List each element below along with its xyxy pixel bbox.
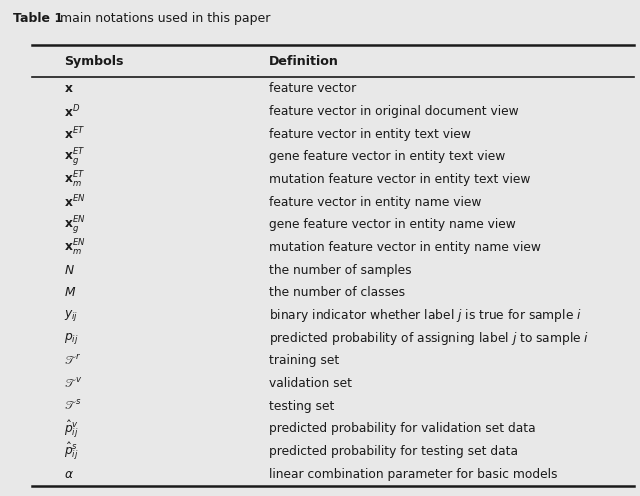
Text: $\mathbf{x}^{ET}$: $\mathbf{x}^{ET}$ xyxy=(64,126,85,142)
Text: training set: training set xyxy=(269,355,339,368)
Text: the number of classes: the number of classes xyxy=(269,287,405,300)
Text: $\mathbf{x}_{m}^{EN}$: $\mathbf{x}_{m}^{EN}$ xyxy=(64,238,86,258)
Text: main notations used in this paper: main notations used in this paper xyxy=(52,12,271,25)
Text: feature vector: feature vector xyxy=(269,82,356,95)
Text: $\mathbf{x}^{D}$: $\mathbf{x}^{D}$ xyxy=(64,103,80,120)
Text: feature vector in entity text view: feature vector in entity text view xyxy=(269,128,470,141)
Text: Definition: Definition xyxy=(269,55,339,68)
Text: $y_{ij}$: $y_{ij}$ xyxy=(64,308,78,323)
Text: $M$: $M$ xyxy=(64,287,76,300)
Text: Table 1: Table 1 xyxy=(13,12,63,25)
Text: $\mathscr{T}^{r}$: $\mathscr{T}^{r}$ xyxy=(64,354,82,368)
Text: feature vector in original document view: feature vector in original document view xyxy=(269,105,518,118)
Text: $\mathbf{x}^{EN}$: $\mathbf{x}^{EN}$ xyxy=(64,194,86,211)
Text: predicted probability of assigning label $j$ to sample $i$: predicted probability of assigning label… xyxy=(269,330,589,347)
Text: $\mathscr{T}^{v}$: $\mathscr{T}^{v}$ xyxy=(64,376,83,391)
Text: $N$: $N$ xyxy=(64,264,75,277)
Text: $p_{ij}$: $p_{ij}$ xyxy=(64,331,79,346)
Text: predicted probability for validation set data: predicted probability for validation set… xyxy=(269,423,536,435)
Text: $\hat{p}_{ij}^{s}$: $\hat{p}_{ij}^{s}$ xyxy=(64,441,79,462)
Text: the number of samples: the number of samples xyxy=(269,264,412,277)
Text: $\alpha$: $\alpha$ xyxy=(64,468,74,481)
Text: $\mathbf{x}_{g}^{EN}$: $\mathbf{x}_{g}^{EN}$ xyxy=(64,214,86,236)
Text: $\mathbf{x}_{g}^{ET}$: $\mathbf{x}_{g}^{ET}$ xyxy=(64,146,85,168)
Text: mutation feature vector in entity text view: mutation feature vector in entity text v… xyxy=(269,173,530,186)
Text: testing set: testing set xyxy=(269,400,334,413)
Text: $\mathscr{T}^{s}$: $\mathscr{T}^{s}$ xyxy=(64,399,82,413)
Text: feature vector in entity name view: feature vector in entity name view xyxy=(269,196,481,209)
Text: predicted probability for testing set data: predicted probability for testing set da… xyxy=(269,445,518,458)
Text: $\hat{p}_{ij}^{v}$: $\hat{p}_{ij}^{v}$ xyxy=(64,418,79,439)
Text: $\mathbf{x}$: $\mathbf{x}$ xyxy=(64,82,74,95)
Text: mutation feature vector in entity name view: mutation feature vector in entity name v… xyxy=(269,241,541,254)
Text: validation set: validation set xyxy=(269,377,352,390)
Text: linear combination parameter for basic models: linear combination parameter for basic m… xyxy=(269,468,557,481)
Text: binary indicator whether label $j$ is true for sample $i$: binary indicator whether label $j$ is tr… xyxy=(269,307,582,324)
Text: gene feature vector in entity text view: gene feature vector in entity text view xyxy=(269,150,505,164)
Text: Symbols: Symbols xyxy=(64,55,124,68)
Text: $\mathbf{x}_{m}^{ET}$: $\mathbf{x}_{m}^{ET}$ xyxy=(64,170,85,189)
Text: gene feature vector in entity name view: gene feature vector in entity name view xyxy=(269,218,516,232)
